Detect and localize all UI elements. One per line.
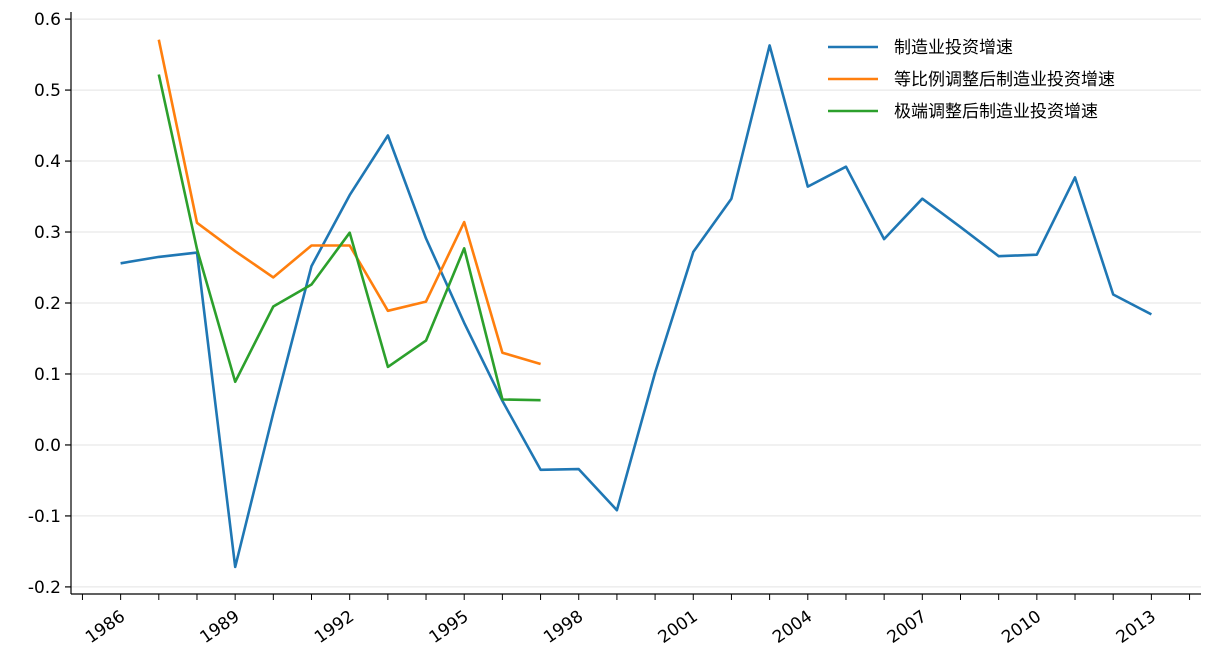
y-tick-label: -0.1 bbox=[28, 507, 61, 527]
x-tick-label: 2001 bbox=[655, 607, 702, 648]
y-tick-label: 0.2 bbox=[34, 294, 61, 314]
x-tick-label: 2013 bbox=[1113, 607, 1160, 648]
legend-label: 等比例调整后制造业投资增速 bbox=[894, 70, 1115, 90]
y-tick-label: 0.0 bbox=[34, 436, 61, 456]
y-tick-label: 0.5 bbox=[34, 81, 61, 101]
x-tick-label: 2010 bbox=[998, 607, 1045, 648]
y-tick-label: 0.4 bbox=[34, 152, 61, 172]
x-tick-label: 1998 bbox=[540, 607, 587, 648]
legend-label: 极端调整后制造业投资增速 bbox=[894, 102, 1098, 122]
y-tick-label: 0.6 bbox=[34, 10, 61, 30]
y-tick-label: 0.1 bbox=[34, 365, 61, 385]
y-tick-label: -0.2 bbox=[28, 578, 61, 598]
x-tick-label: 2004 bbox=[769, 607, 816, 648]
x-tick-label: 1992 bbox=[311, 607, 358, 648]
x-axis-ticks: 1986 1989 1992 1995 1998 2001 2004 2007 2010 2013 bbox=[81, 594, 1191, 648]
x-tick-label: 1989 bbox=[197, 607, 244, 648]
x-tick-label: 1995 bbox=[426, 607, 473, 648]
series-lines bbox=[120, 39, 1153, 569]
y-axis-ticks: -0.2 -0.1 0.0 0.1 0.2 0.3 0.4 0.5 0.6 bbox=[28, 10, 71, 598]
x-tick-label: 2007 bbox=[884, 607, 931, 648]
legend-label: 制造业投资增速 bbox=[894, 38, 1013, 58]
series-line-1 bbox=[120, 44, 1153, 569]
grid-lines bbox=[71, 18, 1201, 588]
x-tick-label: 1986 bbox=[82, 607, 129, 648]
y-tick-label: 0.3 bbox=[34, 223, 61, 243]
series-line-2 bbox=[157, 39, 541, 366]
series-line-3 bbox=[157, 74, 541, 402]
